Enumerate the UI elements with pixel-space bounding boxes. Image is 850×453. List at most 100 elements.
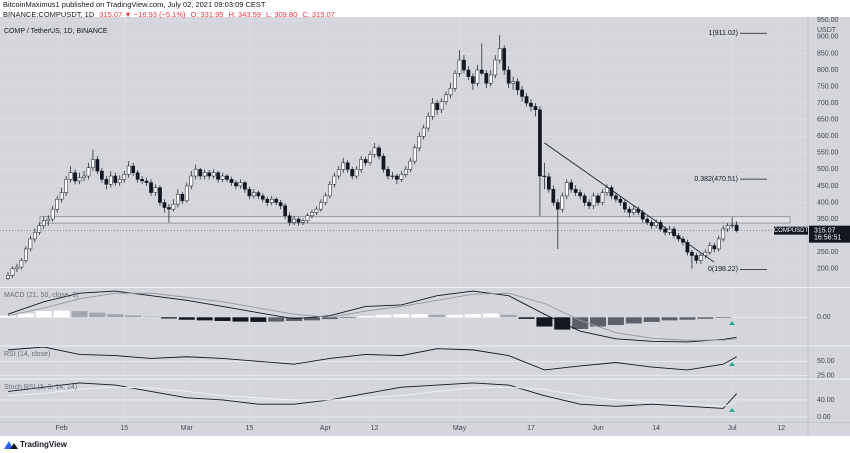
logo-mark [4, 441, 13, 449]
candle-body [502, 48, 507, 71]
candle-body [327, 184, 332, 197]
candle-body [32, 232, 37, 240]
candle-body [117, 179, 122, 183]
x-tick-label: 12 [371, 425, 379, 432]
macd-histogram-bar [250, 317, 267, 322]
chart-bg [0, 17, 850, 436]
y-tick-label: 750.00 [817, 83, 839, 90]
candle-body [359, 159, 363, 170]
symbol-badge [774, 226, 808, 235]
macd-histogram-bar [0, 315, 16, 318]
candle-body [158, 187, 162, 203]
candle-body [547, 176, 551, 190]
macd-histogram-bar [53, 310, 70, 318]
candle-body [426, 116, 431, 129]
candle-body [108, 175, 113, 185]
fib-label: 0(198.22) [708, 266, 738, 273]
symbol-line: BINANCE:COMPUSDT, 1D [3, 10, 95, 19]
macd-histogram-bar [232, 317, 249, 322]
candle-body [234, 182, 238, 187]
candle-body [614, 195, 618, 200]
candle-body [564, 182, 569, 197]
candle-body [640, 212, 645, 220]
macd-histogram-bar [643, 317, 660, 322]
candle-body [631, 208, 636, 213]
y-tick-label: 800.00 [817, 67, 839, 74]
stoch-pane [0, 380, 808, 422]
y-tick-label: 900.00 [817, 34, 839, 41]
candle-body [59, 192, 64, 200]
x-tick-label: Mar [181, 425, 194, 432]
y-tick-label: 0.00 [817, 314, 831, 321]
candle-body [511, 81, 515, 84]
indicator-line [7, 386, 737, 407]
y-tick-label: 850.00 [817, 50, 839, 57]
macd-histogram-bar [321, 317, 338, 320]
candle-body [283, 205, 287, 217]
candle-body [292, 218, 296, 223]
candle-body [475, 69, 480, 84]
y-tick-label: 550.00 [817, 150, 839, 157]
candle-body [538, 109, 542, 177]
candle-body [721, 228, 726, 240]
logo-mark [10, 443, 18, 449]
candle-body [332, 175, 337, 185]
candle-body [609, 187, 614, 197]
candle-body [453, 73, 457, 89]
y-tick-label: 950.00 [817, 17, 839, 24]
indicator-title: RSI (14, close) [4, 351, 50, 358]
candle-body [596, 195, 600, 203]
candle-body [493, 59, 498, 76]
candle-body [176, 193, 180, 205]
candle-body [24, 248, 28, 261]
candle-body [430, 102, 435, 117]
candle-body [462, 59, 466, 71]
macd-histogram-bar [411, 314, 428, 318]
macd-histogram-bar [464, 314, 481, 318]
candle-body [100, 170, 104, 180]
candle-body [135, 172, 140, 180]
candle-body [350, 169, 355, 177]
candle-body [381, 155, 386, 170]
candle-body [542, 175, 547, 177]
candle-body [86, 167, 91, 177]
y-tick-label: 350.00 [817, 216, 839, 223]
candle-body [488, 74, 493, 84]
candle-body [211, 172, 216, 177]
candle-body [560, 195, 565, 210]
signal-arrow [729, 321, 735, 325]
candle-body [551, 189, 556, 203]
symbol-title: COMP / TetherUS, 1D, BINANCE [4, 28, 108, 35]
candle-body [395, 175, 399, 180]
macd-histogram-bar [17, 313, 34, 318]
candle-body [252, 192, 256, 197]
candle-body [229, 179, 234, 183]
candle-body [533, 106, 538, 111]
y-tick-label: 0.00 [817, 414, 831, 421]
x-tick-label: Jul [728, 425, 737, 432]
macd-histogram-bar [393, 314, 410, 318]
rsi-pane [0, 347, 808, 378]
candle-body [555, 202, 560, 210]
candle-body [184, 185, 189, 202]
candle-body [28, 238, 33, 250]
publisher-line: BitcoinMaximus1 published on TradingView… [3, 0, 266, 9]
candle-body [193, 169, 198, 177]
macd-histogram-bar [339, 317, 356, 318]
symbol-line: H: 343.59 [228, 10, 261, 19]
candle-body [591, 195, 596, 207]
symbol-line: L: 309.80 [266, 10, 297, 19]
candle-body [515, 81, 520, 91]
candle-body [207, 172, 212, 177]
macd-histogram-bar [482, 313, 499, 318]
candle-body [64, 179, 68, 193]
macd-histogram-bar [35, 311, 52, 318]
candle-body [37, 225, 42, 233]
indicator-line [7, 292, 737, 341]
candle-body [734, 224, 739, 231]
signal-arrow [729, 408, 735, 412]
candle-body [68, 172, 73, 180]
footer-brand: TradingView [20, 440, 68, 449]
candle-body [587, 202, 591, 207]
